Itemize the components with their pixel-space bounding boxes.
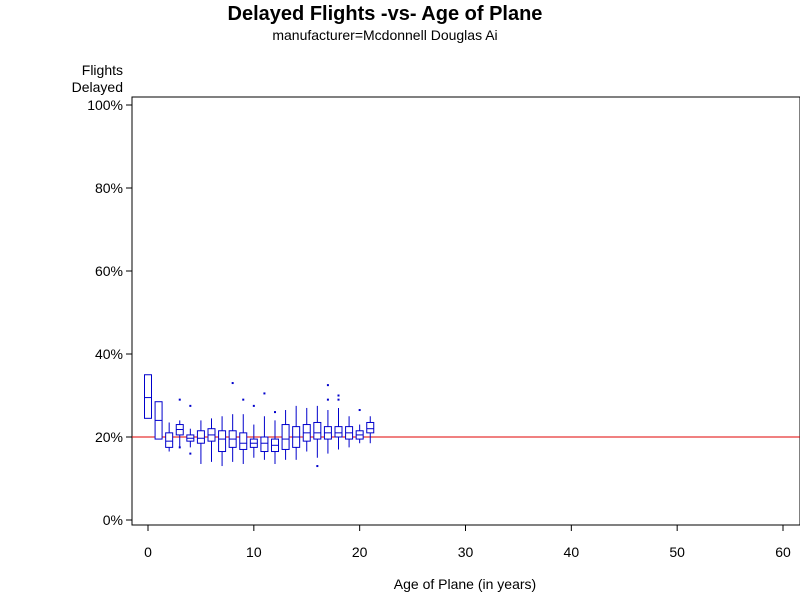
box-age-6 bbox=[207, 418, 216, 462]
box-iqr bbox=[218, 430, 227, 453]
outlier-point bbox=[263, 392, 266, 395]
chart-subtitle: manufacturer=Mcdonnell Douglas Ai bbox=[272, 27, 497, 43]
box-age-9 bbox=[239, 398, 248, 464]
y-tick-label: 0% bbox=[103, 512, 123, 528]
box-iqr bbox=[366, 421, 375, 434]
x-axis-label: Age of Plane (in years) bbox=[394, 576, 536, 592]
x-tick-label: 30 bbox=[458, 544, 474, 560]
y-axis-label-line-1: Flights bbox=[82, 62, 123, 78]
x-tick-label: 10 bbox=[246, 544, 262, 560]
x-tick-label: 20 bbox=[352, 544, 368, 560]
outlier-point bbox=[252, 404, 255, 407]
outlier-point bbox=[274, 411, 276, 414]
box-age-7 bbox=[218, 416, 227, 467]
chart-title: Delayed Flights -vs- Age of Plane bbox=[228, 3, 543, 25]
outlier-point bbox=[189, 404, 192, 407]
x-tick-label: 40 bbox=[564, 544, 580, 560]
box-iqr bbox=[313, 421, 322, 440]
outlier-point bbox=[178, 398, 181, 401]
outlier-point bbox=[326, 398, 329, 401]
outlier-point bbox=[337, 398, 340, 401]
box-age-18 bbox=[334, 394, 343, 450]
box-age-21 bbox=[366, 416, 375, 444]
y-tick-label: 40% bbox=[95, 346, 123, 362]
box-age-3 bbox=[175, 398, 184, 449]
box-age-1 bbox=[154, 401, 163, 440]
box-iqr bbox=[334, 426, 343, 438]
outlier-point bbox=[337, 394, 340, 397]
x-tick-label: 60 bbox=[775, 544, 791, 560]
box-iqr bbox=[281, 424, 290, 450]
outlier-point bbox=[231, 382, 234, 385]
boxes-layer bbox=[144, 374, 375, 468]
outlier-point bbox=[242, 398, 245, 401]
outlier-point bbox=[358, 409, 361, 412]
box-age-15 bbox=[302, 407, 311, 452]
box-age-0 bbox=[144, 374, 152, 419]
box-iqr bbox=[165, 432, 174, 448]
box-age-8 bbox=[228, 382, 237, 462]
y-axis-label-line-2: Delayed bbox=[72, 79, 123, 95]
box-age-2 bbox=[165, 422, 174, 452]
box-age-12 bbox=[271, 411, 279, 464]
box-age-19 bbox=[345, 416, 354, 448]
box-iqr bbox=[196, 430, 205, 444]
box-age-5 bbox=[196, 420, 205, 464]
y-tick-label: 60% bbox=[95, 263, 123, 279]
x-tick-label: 0 bbox=[144, 544, 152, 560]
x-axis: 0 10 20 30 40 50 60 bbox=[144, 525, 791, 560]
box-age-13 bbox=[281, 410, 290, 460]
outlier-point bbox=[178, 446, 181, 449]
outlier-point bbox=[189, 452, 192, 455]
x-tick-label: 50 bbox=[669, 544, 685, 560]
box-age-14 bbox=[292, 405, 301, 460]
y-tick-label: 80% bbox=[95, 180, 123, 196]
outlier-point bbox=[326, 384, 329, 387]
box-age-20 bbox=[355, 409, 364, 444]
y-tick-label: 100% bbox=[87, 97, 123, 113]
y-tick-label: 20% bbox=[95, 429, 123, 445]
box-age-17 bbox=[323, 384, 332, 454]
outlier-point bbox=[316, 465, 319, 468]
box-age-10 bbox=[249, 404, 258, 458]
y-axis: 0% 20% 40% 60% 80% 100% bbox=[87, 97, 132, 528]
box-iqr bbox=[260, 436, 269, 453]
box-age-11 bbox=[260, 392, 269, 460]
box-iqr bbox=[144, 374, 152, 419]
box-age-16 bbox=[313, 405, 322, 468]
box-age-4 bbox=[186, 404, 195, 455]
box-iqr bbox=[239, 432, 248, 450]
